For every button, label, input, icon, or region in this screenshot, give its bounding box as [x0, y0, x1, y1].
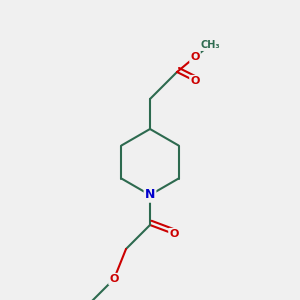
Text: O: O [169, 229, 179, 239]
Text: O: O [190, 76, 200, 86]
Text: O: O [190, 52, 200, 62]
Text: N: N [145, 188, 155, 202]
Text: O: O [109, 274, 119, 284]
Text: CH₃: CH₃ [200, 40, 220, 50]
